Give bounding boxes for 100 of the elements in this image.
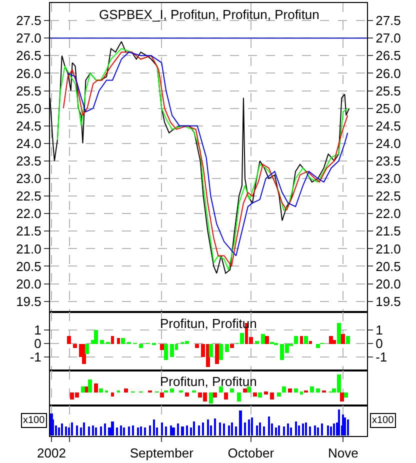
bar — [347, 420, 349, 436]
bar — [268, 416, 270, 436]
bar — [81, 386, 85, 393]
bar — [65, 426, 67, 436]
bar — [244, 422, 246, 436]
bar — [120, 426, 122, 436]
bar — [341, 334, 345, 344]
bar — [170, 388, 174, 393]
bar — [144, 428, 146, 436]
bar — [71, 422, 73, 436]
bar — [172, 428, 175, 436]
y-tick-label: 19.5 — [16, 294, 42, 309]
bar — [277, 392, 281, 397]
bar — [186, 426, 188, 436]
bar — [160, 344, 164, 350]
bar — [251, 418, 253, 436]
y-tick-label: 24.0 — [16, 136, 42, 151]
bar — [111, 336, 114, 344]
bar — [224, 392, 228, 400]
bar — [170, 344, 174, 357]
bar — [132, 426, 134, 436]
y-tick-label: 23.0 — [16, 171, 42, 186]
bar — [121, 338, 125, 344]
bar — [294, 336, 298, 344]
y2-tick-label: 22.5 — [376, 188, 401, 204]
bar — [270, 392, 274, 400]
bar — [185, 340, 189, 344]
bar — [198, 426, 200, 436]
bar — [209, 344, 213, 357]
y2-tick-label: 27.0 — [376, 30, 401, 46]
bar — [209, 392, 213, 404]
bar — [344, 418, 346, 436]
bar — [213, 392, 217, 398]
bar — [215, 344, 219, 364]
bar — [111, 392, 114, 397]
bar — [219, 386, 223, 393]
x-tick-label: Nove — [328, 446, 358, 461]
bar — [193, 422, 195, 436]
bar — [243, 388, 247, 393]
bar — [309, 426, 311, 436]
bar — [314, 426, 316, 436]
bar — [255, 340, 259, 344]
y2-tick-label: 0 — [376, 336, 383, 352]
y-tick-label: -1 — [30, 350, 42, 365]
bar — [124, 388, 128, 393]
bar — [88, 380, 92, 393]
bar — [338, 410, 340, 436]
bar — [300, 392, 303, 395]
bar — [287, 424, 289, 436]
y-tick-label: 25.0 — [16, 100, 42, 116]
y-tick-label: 26.5 — [16, 48, 42, 64]
bar — [316, 388, 320, 393]
bar — [128, 426, 130, 436]
bar — [76, 426, 78, 436]
chart-title: Profitun, Profitun — [160, 374, 257, 389]
bar — [259, 422, 261, 436]
y-tick-label: 20.5 — [16, 258, 42, 274]
y-tick-label: 25.5 — [16, 83, 42, 98]
y2-tick-label: 26.5 — [376, 48, 401, 64]
y2-tick-label: 20.5 — [376, 258, 401, 274]
bar — [149, 426, 151, 436]
bar — [165, 426, 167, 436]
bar — [111, 422, 114, 436]
bar — [61, 424, 63, 436]
bar — [256, 426, 258, 436]
bar — [116, 428, 118, 436]
bar — [248, 420, 250, 436]
chart-title: Profitun, Profitun — [160, 316, 257, 331]
bar — [117, 338, 120, 344]
y-tick-label: 22.0 — [16, 206, 42, 222]
y-tick-label: 1 — [34, 322, 42, 338]
bar — [305, 422, 307, 436]
bar — [263, 426, 265, 436]
bar — [332, 340, 336, 344]
y2-tick-label: 22.0 — [376, 206, 401, 222]
y2-tick-label: 24.0 — [376, 136, 401, 151]
bar — [123, 428, 125, 436]
bar — [302, 424, 304, 436]
bar — [161, 422, 163, 436]
bar — [92, 426, 94, 436]
bar — [153, 420, 155, 436]
bar — [258, 392, 262, 398]
y-tick-label: 22.5 — [16, 188, 42, 204]
bar — [247, 386, 251, 393]
bar — [283, 426, 285, 436]
chart-title: GSPBEX_I, Profitun, Profitun, Profitun — [99, 7, 320, 22]
bar — [67, 336, 71, 344]
bar — [73, 344, 77, 348]
x-tick-label: September — [130, 446, 194, 461]
bar — [295, 422, 297, 436]
y2-tick-label: 27.5 — [376, 13, 401, 28]
y2-tick-label: 1 — [376, 322, 383, 338]
bar — [304, 336, 308, 344]
bar — [340, 392, 344, 402]
bar — [223, 424, 225, 436]
bar — [230, 344, 234, 348]
y-tick-label: 23.5 — [16, 153, 42, 168]
bar — [85, 344, 89, 354]
y2-tick-label: 24.5 — [376, 118, 401, 134]
y2-tick-label: 23.5 — [376, 153, 401, 168]
